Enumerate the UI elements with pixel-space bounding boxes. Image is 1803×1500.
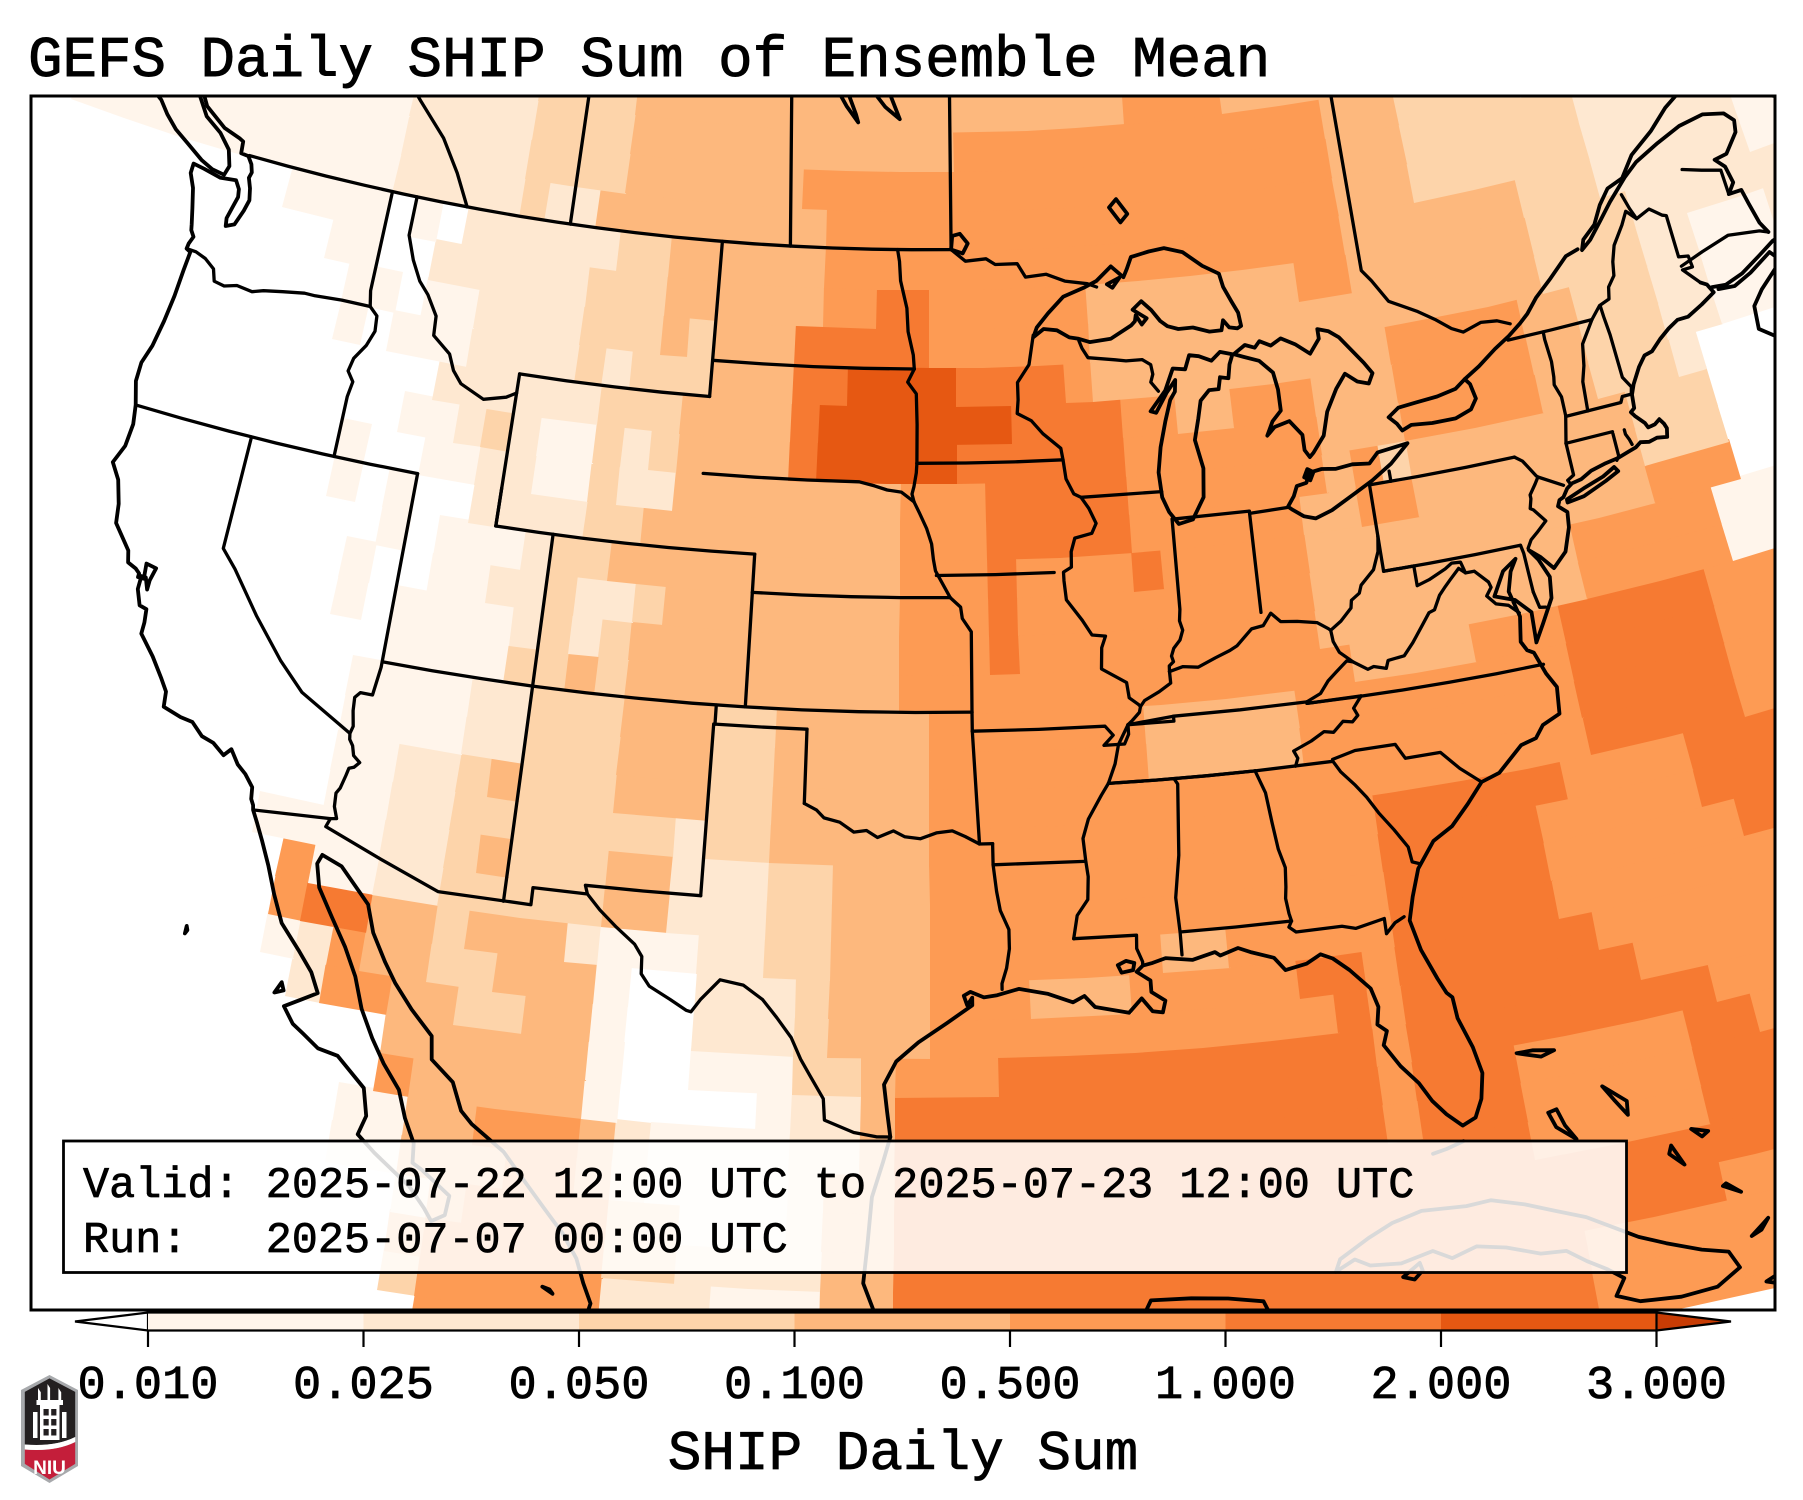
- svg-text:0.050: 0.050: [508, 1360, 649, 1413]
- svg-text:0.010: 0.010: [77, 1360, 218, 1413]
- svg-text:Run:: Run:: [83, 1217, 187, 1266]
- svg-text:3.000: 3.000: [1586, 1360, 1727, 1413]
- svg-text:GEFS Daily SHIP Sum of Ensembl: GEFS Daily SHIP Sum of Ensemble Mean: [28, 29, 1270, 94]
- svg-text:0.100: 0.100: [724, 1360, 865, 1413]
- svg-text:0.500: 0.500: [939, 1360, 1080, 1413]
- svg-text:1.000: 1.000: [1155, 1360, 1296, 1413]
- svg-text:NIU: NIU: [33, 1458, 66, 1479]
- svg-text:SHIP Daily Sum: SHIP Daily Sum: [668, 1422, 1138, 1486]
- svg-text:0.025: 0.025: [293, 1360, 434, 1413]
- svg-text:Valid: 2025-07-22 12:00 UTC to: Valid: 2025-07-22 12:00 UTC to 2025-07-2…: [83, 1162, 1414, 1211]
- svg-text:2.000: 2.000: [1370, 1360, 1511, 1413]
- svg-text:2025-07-07 00:00 UTC: 2025-07-07 00:00 UTC: [266, 1217, 788, 1266]
